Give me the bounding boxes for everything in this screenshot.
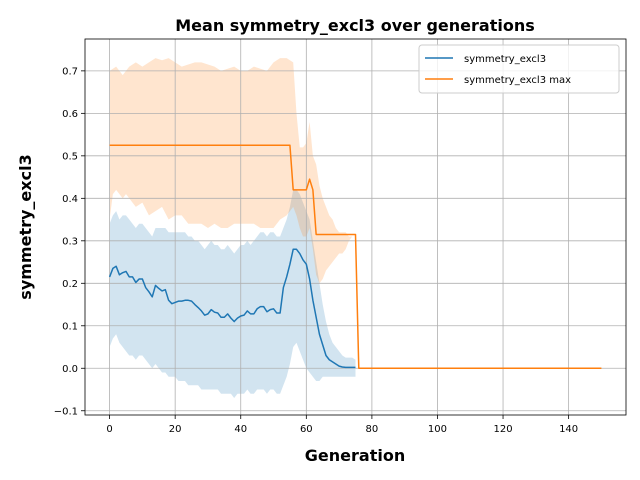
series-lines [108,144,602,370]
legend-label-symmetry-excl3-max: symmetry_excl3 max [464,75,571,86]
line-series-0 [108,248,356,369]
line-series-1 [109,144,602,370]
y-tick-label: 0.4 [62,194,78,205]
band-series-0 [109,189,356,399]
y-tick-label: 0.1 [62,321,78,332]
y-tick-label: 0.6 [62,109,78,120]
chart-title: Mean symmetry_excl3 over generations [175,16,535,35]
x-tick-label: 40 [234,424,247,435]
y-tick-label: 0.3 [62,236,78,247]
x-axis-label: Generation [305,446,405,465]
legend-box [418,44,620,94]
y-axis-label: symmetry_excl3 [16,154,35,299]
confidence-bands [109,58,356,399]
x-tick-label: 140 [559,424,578,435]
x-tick-label: 120 [493,424,512,435]
x-axis-ticks: 0 20 40 60 80 100 120 140 [106,415,578,435]
y-tick-label: 0.0 [62,364,78,375]
x-tick-label: 20 [169,424,182,435]
plot-frame [84,38,627,416]
grid-lines [85,39,626,415]
x-tick-label: 0 [106,424,112,435]
legend-label-symmetry-excl3: symmetry_excl3 [464,54,546,65]
y-tick-label: 0.5 [62,151,78,162]
y-tick-label: 0.7 [62,66,78,77]
x-tick-label: 60 [300,424,313,435]
y-tick-label: 0.2 [62,279,78,290]
y-axis-ticks: −0.1 0.0 0.1 0.2 0.3 0.4 0.5 0.6 0.7 [54,66,85,417]
x-tick-label: 100 [428,424,447,435]
legend: symmetry_excl3 symmetry_excl3 max [418,44,620,94]
x-tick-label: 80 [366,424,379,435]
y-tick-label: −0.1 [54,406,78,417]
band-series-1 [109,58,356,284]
